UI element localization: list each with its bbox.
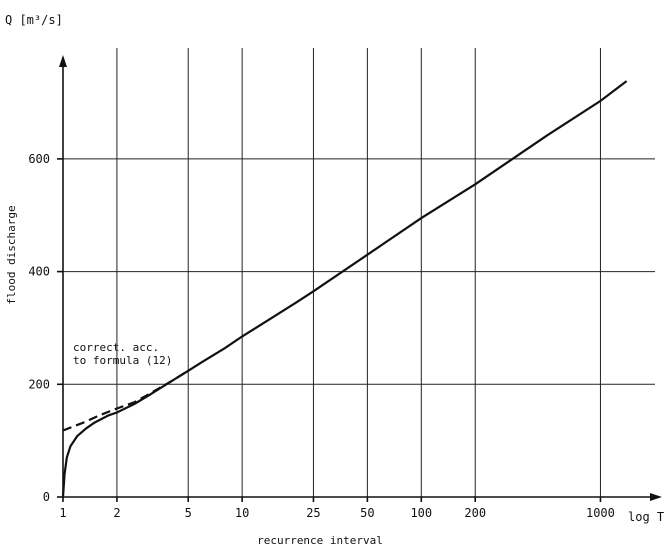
series-line-discharge bbox=[61, 80, 628, 498]
x-tick-label: 25 bbox=[306, 506, 320, 520]
x-tick-label: 50 bbox=[360, 506, 374, 520]
x-tick-label: 10 bbox=[235, 506, 249, 520]
x-tick-label: 1 bbox=[59, 506, 66, 520]
annotation-line-2: to formula (12) bbox=[73, 354, 172, 367]
x-tick-label: 5 bbox=[185, 506, 192, 520]
label-layer: recurrence interval log T flood discharg… bbox=[5, 13, 664, 547]
y-tick-label: 0 bbox=[43, 490, 50, 504]
y-tick-label: 600 bbox=[28, 152, 50, 166]
y-tick-label: 200 bbox=[28, 377, 50, 391]
series-layer bbox=[61, 80, 628, 498]
series-line-correction bbox=[62, 369, 189, 432]
x-axis-arrow bbox=[650, 493, 662, 501]
x-axis-end-label: log T bbox=[628, 510, 664, 524]
y-axis-label: flood discharge bbox=[5, 205, 18, 304]
y-axis-arrow bbox=[59, 55, 67, 67]
grid-layer bbox=[63, 48, 655, 497]
x-tick-label: 2 bbox=[113, 506, 120, 520]
y-tick-label: 400 bbox=[28, 265, 50, 279]
x-tick-label: 100 bbox=[410, 506, 432, 520]
y-unit-label: Q [m³/s] bbox=[5, 13, 63, 27]
x-axis-label: recurrence interval bbox=[257, 534, 383, 547]
annotation-line-1: correct. acc. bbox=[73, 341, 159, 354]
x-tick-label: 200 bbox=[464, 506, 486, 520]
x-tick-label: 1000 bbox=[586, 506, 615, 520]
